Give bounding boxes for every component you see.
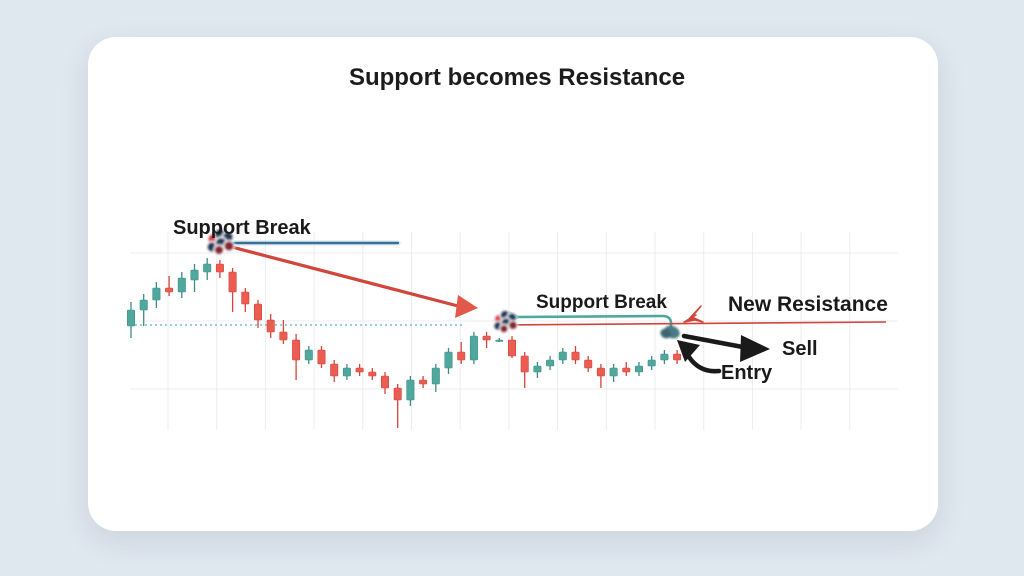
svg-text:Sell: Sell — [782, 338, 818, 360]
svg-text:Support Break: Support Break — [173, 217, 312, 239]
svg-text:New Resistance: New Resistance — [728, 293, 888, 316]
svg-text:Support Break: Support Break — [536, 292, 667, 313]
svg-text:Entry: Entry — [721, 362, 773, 384]
